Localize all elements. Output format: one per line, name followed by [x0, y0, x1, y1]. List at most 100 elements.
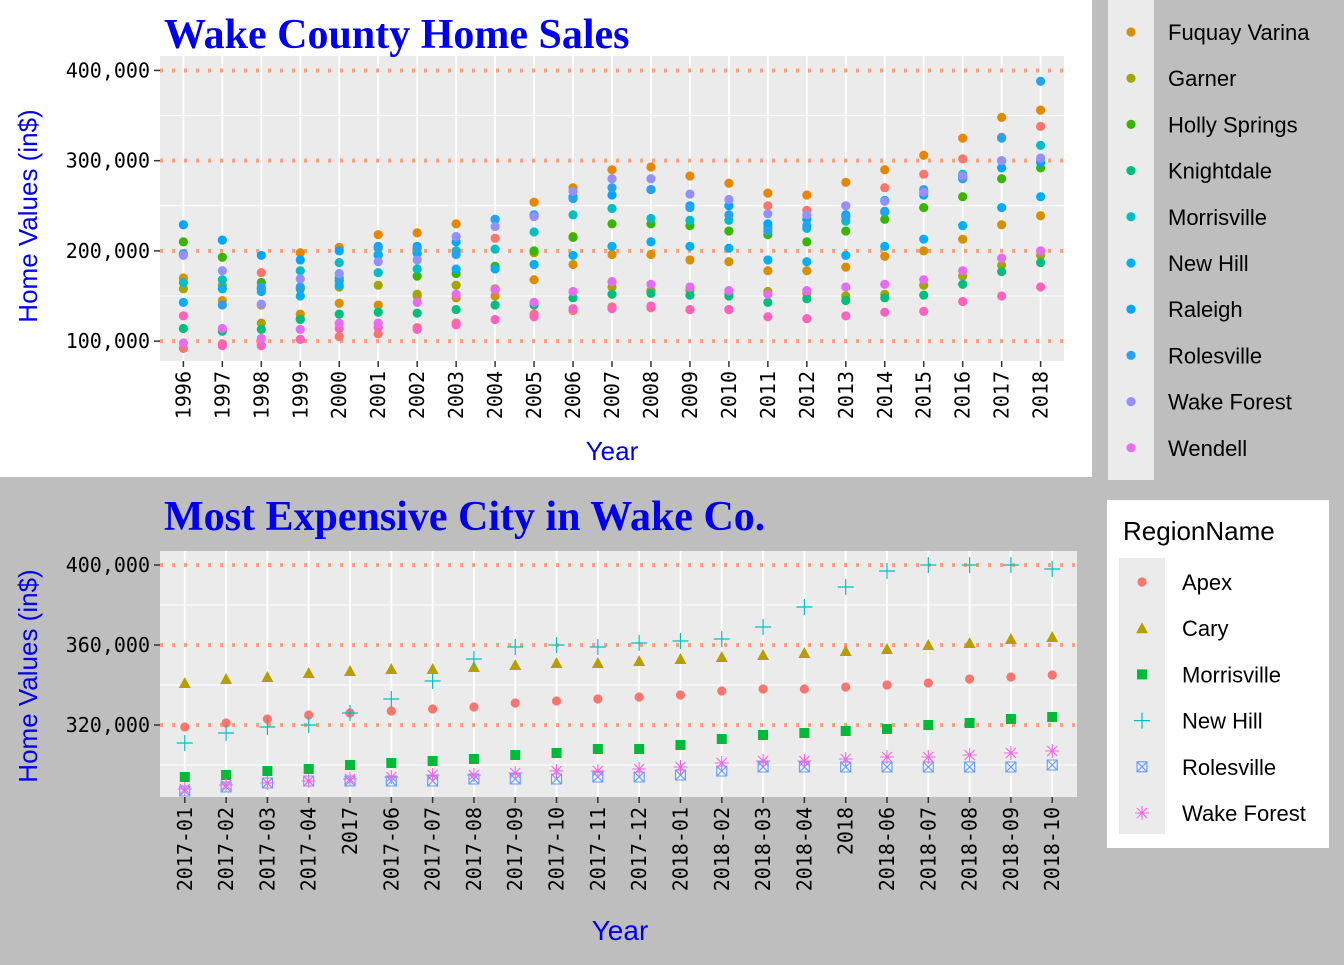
data-point	[685, 282, 695, 292]
data-point	[880, 165, 890, 175]
data-point	[880, 183, 890, 193]
data-point	[1002, 557, 1019, 573]
data-point	[1036, 153, 1046, 163]
data-point	[1045, 744, 1060, 758]
x-tick-label: 2018-01	[668, 807, 692, 891]
data-point	[490, 291, 500, 301]
data-point	[568, 293, 578, 303]
data-point	[724, 304, 734, 315]
data-point	[529, 259, 539, 270]
legend-key	[1126, 212, 1136, 222]
data-point	[510, 750, 521, 760]
y-tick-label: 360,000	[66, 633, 150, 657]
top-chart-title: Wake County Home Sales	[164, 12, 630, 58]
bottom-y-ticks: 320,000 360,000 400,000	[66, 553, 160, 737]
data-point	[841, 201, 851, 211]
data-point	[797, 754, 812, 768]
legend-label: New Hill	[1168, 251, 1249, 276]
data-point	[880, 643, 893, 654]
data-point	[427, 756, 438, 766]
y-tick-label: 200,000	[66, 239, 150, 263]
data-point	[508, 766, 523, 780]
data-point	[633, 771, 645, 783]
legend-key	[1126, 443, 1136, 453]
legend-label: Morrisville	[1182, 662, 1281, 687]
data-point	[412, 228, 422, 238]
data-point	[412, 324, 422, 335]
legend-key	[1134, 712, 1150, 729]
data-point	[802, 313, 812, 324]
top-y-ticks: 100,000 200,000 300,000 400,000	[66, 58, 160, 353]
data-point	[426, 663, 439, 674]
data-point	[880, 241, 890, 251]
data-point	[256, 318, 266, 328]
data-point	[551, 748, 562, 758]
data-point	[304, 710, 314, 720]
x-tick-label: 2004	[483, 371, 507, 419]
data-point	[802, 266, 812, 276]
data-point	[646, 174, 656, 184]
x-tick-label: 2007	[600, 371, 624, 419]
y-tick-label: 400,000	[66, 553, 150, 577]
x-tick-label: 2017-02	[214, 807, 238, 891]
data-point	[841, 177, 851, 187]
legend-label: Cary	[1182, 616, 1228, 641]
data-point	[919, 187, 929, 197]
data-point	[763, 289, 773, 299]
x-tick-label: 2018	[1029, 371, 1053, 419]
data-point	[922, 639, 935, 650]
x-tick-label: 2003	[444, 371, 468, 419]
top-legend: Fuquay Varina Garner Holly Springs Knightda…	[1108, 0, 1344, 480]
data-point	[1036, 258, 1046, 268]
data-point	[919, 169, 929, 179]
data-point	[568, 186, 578, 196]
data-point	[334, 332, 344, 342]
data-point	[961, 557, 978, 573]
data-point	[841, 250, 851, 261]
data-point	[716, 734, 727, 744]
legend-key	[1126, 304, 1136, 314]
data-point	[334, 268, 344, 279]
bottom-chart-title: Most Expensive City in Wake Co.	[164, 494, 765, 540]
data-point	[549, 764, 564, 778]
data-point	[412, 271, 422, 281]
data-point	[384, 770, 399, 784]
data-point	[997, 202, 1007, 213]
x-tick-label: 2018-02	[710, 807, 734, 891]
data-point	[178, 237, 188, 247]
data-point	[451, 304, 461, 315]
data-point	[724, 226, 734, 236]
data-point	[921, 750, 936, 764]
data-point	[841, 282, 851, 292]
data-point	[919, 275, 929, 285]
data-point	[1036, 105, 1046, 115]
data-point	[997, 260, 1007, 270]
data-point	[295, 255, 305, 265]
data-point	[1036, 76, 1046, 86]
data-point	[295, 314, 305, 325]
data-point	[802, 257, 812, 267]
data-point	[568, 259, 578, 270]
data-point	[490, 214, 500, 224]
data-point	[219, 778, 234, 792]
data-point	[724, 210, 734, 220]
data-point	[490, 300, 500, 310]
data-point	[841, 682, 851, 692]
data-point	[373, 329, 383, 339]
data-point	[841, 295, 851, 306]
data-point	[295, 248, 305, 258]
data-point	[798, 647, 811, 658]
data-point	[838, 752, 853, 766]
data-point	[758, 684, 768, 694]
data-point	[529, 297, 539, 307]
data-point	[958, 171, 968, 181]
x-tick-label: 2017-07	[421, 807, 445, 891]
data-point	[334, 246, 344, 256]
x-tick-label: 2017-06	[379, 807, 403, 891]
data-point	[490, 285, 500, 295]
data-point	[373, 267, 383, 278]
data-point	[529, 197, 539, 207]
legend-label: Holly Springs	[1168, 112, 1298, 137]
data-point	[342, 705, 359, 721]
data-point	[799, 684, 809, 694]
